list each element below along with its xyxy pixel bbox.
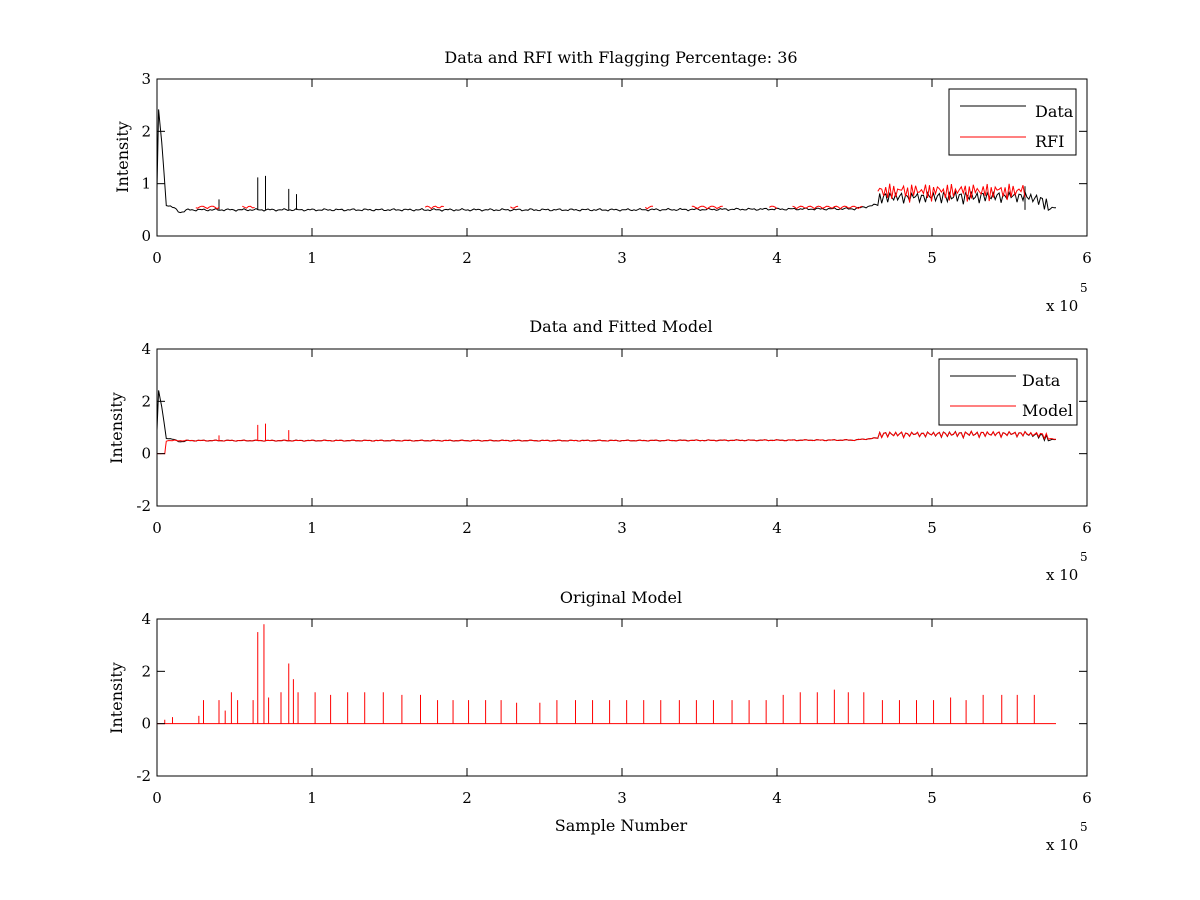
- legend-label-data: Data: [1022, 371, 1061, 390]
- x-multiplier-label: x 10: [1046, 566, 1078, 584]
- x-tick-label: 5: [927, 789, 937, 807]
- y-axis-label: Intensity: [113, 121, 132, 193]
- x-tick-label: 3: [617, 789, 627, 807]
- rfi-segment: [644, 205, 654, 210]
- y-tick-label: 1: [141, 175, 151, 193]
- x-tick-label: 5: [927, 519, 937, 537]
- legend: Data RFI: [948, 88, 1077, 156]
- x-multiplier-exponent: 5: [1080, 550, 1088, 564]
- legend-label-model: Model: [1022, 401, 1073, 420]
- rfi-segment: [424, 205, 444, 210]
- plot-area: [157, 624, 1056, 725]
- x-tick-label: 2: [462, 519, 472, 537]
- x-tick-label: 2: [462, 789, 472, 807]
- model-line: [157, 430, 1057, 455]
- y-axis-label: Intensity: [107, 662, 126, 734]
- data-line: [157, 109, 1057, 214]
- x-tick-label: 0: [152, 789, 162, 807]
- y-tick-label: 3: [141, 70, 151, 88]
- x-tick-label: 0: [152, 249, 162, 267]
- x-multiplier-exponent: 5: [1080, 820, 1088, 834]
- legend: Data Model: [938, 358, 1078, 426]
- y-tick-label: 2: [141, 122, 151, 140]
- rfi-segment: [510, 205, 519, 209]
- rfi-segment: [769, 205, 778, 209]
- x-tick-label: 4: [772, 249, 782, 267]
- y-tick-label: 4: [141, 610, 151, 628]
- subplot-rfi-flagging: Data and RFI with Flagging Percentage: 3…: [113, 48, 1092, 315]
- rfi-segment: [691, 205, 723, 210]
- plot-area: [157, 390, 1057, 455]
- y-tick-label: -2: [136, 767, 151, 785]
- x-tick-label: 6: [1082, 249, 1092, 267]
- x-tick-label: 1: [307, 789, 317, 807]
- chart-title: Data and RFI with Flagging Percentage: 3…: [444, 48, 797, 67]
- rfi-segment: [877, 183, 1026, 203]
- y-tick-label: 2: [141, 662, 151, 680]
- x-tick-label: 2: [462, 249, 472, 267]
- y-tick-label: -2: [136, 497, 151, 515]
- x-axis-label: Sample Number: [555, 816, 688, 835]
- y-tick-label: 0: [141, 445, 151, 463]
- y-tick-label: 0: [141, 715, 151, 733]
- rfi-segment: [242, 205, 255, 209]
- plot-area: [157, 109, 1057, 214]
- rfi-segment: [195, 205, 220, 210]
- chart-title: Data and Fitted Model: [529, 317, 712, 336]
- y-tick-label: 4: [141, 340, 151, 358]
- axes-frame: [156, 348, 1088, 507]
- legend-box: [948, 88, 1077, 156]
- x-tick-label: 1: [307, 519, 317, 537]
- chart-title: Original Model: [560, 588, 682, 607]
- x-multiplier-label: x 10: [1046, 836, 1078, 854]
- legend-box: [938, 358, 1078, 426]
- x-tick-label: 6: [1082, 789, 1092, 807]
- x-multiplier-exponent: 5: [1080, 281, 1088, 295]
- x-tick-label: 6: [1082, 519, 1092, 537]
- x-tick-label: 4: [772, 519, 782, 537]
- x-tick-label: 0: [152, 519, 162, 537]
- legend-label-rfi: RFI: [1035, 132, 1064, 151]
- x-tick-label: 5: [927, 249, 937, 267]
- x-tick-label: 4: [772, 789, 782, 807]
- ticks: 0 1 2 3 4 5 6 0 1 2 3: [141, 70, 1091, 267]
- x-tick-label: 3: [617, 249, 627, 267]
- x-tick-label: 3: [617, 519, 627, 537]
- y-tick-label: 2: [141, 392, 151, 410]
- rfi-segment: [792, 205, 863, 210]
- legend-label-data: Data: [1035, 102, 1074, 121]
- y-axis-label: Intensity: [107, 392, 126, 464]
- x-multiplier-label: x 10: [1046, 297, 1078, 315]
- axes-frame: [156, 618, 1088, 777]
- x-tick-label: 1: [307, 249, 317, 267]
- y-tick-label: 0: [141, 227, 151, 245]
- axes-frame: [156, 78, 1088, 237]
